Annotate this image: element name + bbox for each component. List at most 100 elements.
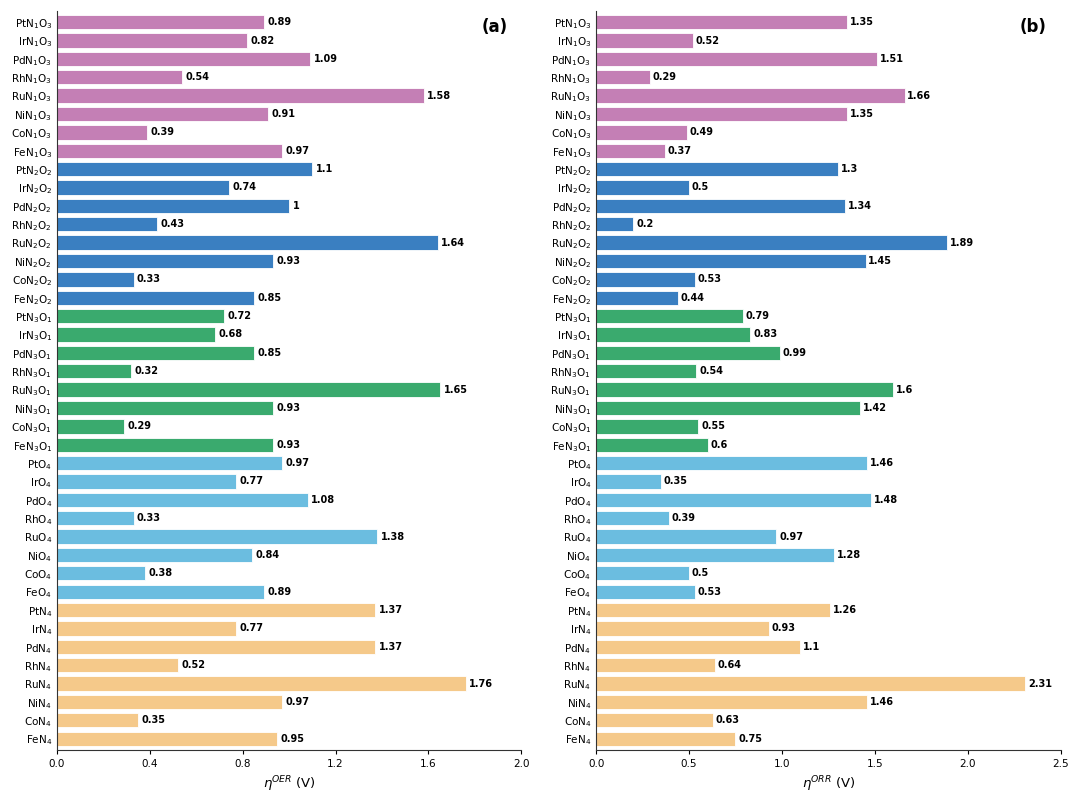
Text: 0.77: 0.77 xyxy=(239,623,264,634)
Bar xyxy=(596,143,665,158)
Text: 0.83: 0.83 xyxy=(753,329,778,340)
Bar xyxy=(596,15,847,29)
Bar xyxy=(596,345,780,360)
Bar xyxy=(596,547,834,562)
Text: 1.09: 1.09 xyxy=(313,54,337,64)
Bar xyxy=(596,419,699,434)
Text: 0.97: 0.97 xyxy=(285,458,310,468)
Bar xyxy=(596,456,867,470)
Bar xyxy=(596,70,650,85)
Text: 1.26: 1.26 xyxy=(833,605,858,615)
Text: 0.39: 0.39 xyxy=(672,514,696,523)
Text: 0.75: 0.75 xyxy=(739,733,762,744)
Bar xyxy=(596,126,687,139)
Text: 0.33: 0.33 xyxy=(137,275,161,284)
Text: 0.6: 0.6 xyxy=(711,440,728,450)
Text: 0.89: 0.89 xyxy=(267,17,292,27)
Text: 0.93: 0.93 xyxy=(276,256,300,266)
Bar xyxy=(57,547,252,562)
Text: 1.34: 1.34 xyxy=(848,201,872,211)
Bar xyxy=(57,180,229,195)
Bar xyxy=(596,732,735,746)
Text: 1.48: 1.48 xyxy=(874,495,897,505)
Text: 0.39: 0.39 xyxy=(151,127,175,138)
Bar xyxy=(57,474,235,489)
Text: 1.76: 1.76 xyxy=(469,679,494,688)
Text: 0.85: 0.85 xyxy=(258,348,282,358)
Text: 0.29: 0.29 xyxy=(127,421,151,431)
Bar xyxy=(57,89,423,103)
Bar xyxy=(596,382,893,397)
Bar xyxy=(57,345,254,360)
Text: 0.68: 0.68 xyxy=(218,329,242,340)
Bar xyxy=(57,695,282,709)
Bar xyxy=(596,52,877,66)
Bar xyxy=(596,291,678,305)
Text: 1.58: 1.58 xyxy=(428,91,451,101)
Text: 1.37: 1.37 xyxy=(378,605,403,615)
Bar xyxy=(596,566,689,580)
Text: (b): (b) xyxy=(1020,19,1047,36)
Bar xyxy=(596,676,1025,691)
Text: 0.79: 0.79 xyxy=(745,311,770,321)
Bar xyxy=(596,401,860,415)
Text: 0.5: 0.5 xyxy=(692,568,710,578)
Bar xyxy=(57,291,254,305)
Text: 0.54: 0.54 xyxy=(699,366,724,376)
Text: 1.35: 1.35 xyxy=(850,109,874,119)
Text: 1.42: 1.42 xyxy=(863,403,887,413)
Bar xyxy=(57,493,308,507)
Text: 1.51: 1.51 xyxy=(879,54,904,64)
Text: 1.1: 1.1 xyxy=(804,642,821,652)
Bar xyxy=(57,70,183,85)
Bar xyxy=(596,493,872,507)
Bar xyxy=(596,89,905,103)
Bar xyxy=(57,713,138,728)
Text: (a): (a) xyxy=(482,19,508,36)
Bar xyxy=(596,162,838,176)
Bar xyxy=(596,713,713,728)
Text: 0.35: 0.35 xyxy=(664,477,688,486)
Bar xyxy=(596,180,689,195)
Text: 0.77: 0.77 xyxy=(239,477,264,486)
Bar xyxy=(57,603,375,617)
Text: 0.82: 0.82 xyxy=(251,35,275,46)
Bar xyxy=(57,15,264,29)
Bar xyxy=(57,676,465,691)
Bar xyxy=(57,309,224,324)
Text: 0.93: 0.93 xyxy=(772,623,796,634)
Bar xyxy=(57,511,134,526)
Bar xyxy=(57,401,273,415)
Text: 0.72: 0.72 xyxy=(228,311,252,321)
Text: 0.97: 0.97 xyxy=(285,146,310,155)
Text: 0.37: 0.37 xyxy=(667,146,691,155)
Bar xyxy=(596,530,777,543)
Bar xyxy=(57,162,312,176)
Text: 0.53: 0.53 xyxy=(698,587,721,597)
Bar xyxy=(57,640,375,654)
Bar xyxy=(596,217,633,231)
Bar xyxy=(596,474,661,489)
Bar xyxy=(57,419,124,434)
Bar xyxy=(596,695,867,709)
Text: 0.33: 0.33 xyxy=(137,514,161,523)
Bar xyxy=(57,254,273,268)
Text: 1.3: 1.3 xyxy=(840,164,858,174)
Bar xyxy=(57,584,264,599)
Text: 0.44: 0.44 xyxy=(680,293,704,303)
Bar xyxy=(57,566,145,580)
Bar xyxy=(57,52,310,66)
Bar xyxy=(57,107,268,122)
Bar xyxy=(596,511,669,526)
Text: 1.64: 1.64 xyxy=(442,237,465,248)
Bar xyxy=(57,658,177,672)
Bar xyxy=(57,621,235,636)
Text: 0.93: 0.93 xyxy=(276,440,300,450)
Text: 0.55: 0.55 xyxy=(701,421,725,431)
Text: 0.52: 0.52 xyxy=(181,660,205,671)
Text: 1.65: 1.65 xyxy=(444,385,468,394)
Bar xyxy=(596,272,694,287)
Text: 0.54: 0.54 xyxy=(186,72,210,82)
Text: 0.53: 0.53 xyxy=(698,275,721,284)
Text: 0.89: 0.89 xyxy=(267,587,292,597)
